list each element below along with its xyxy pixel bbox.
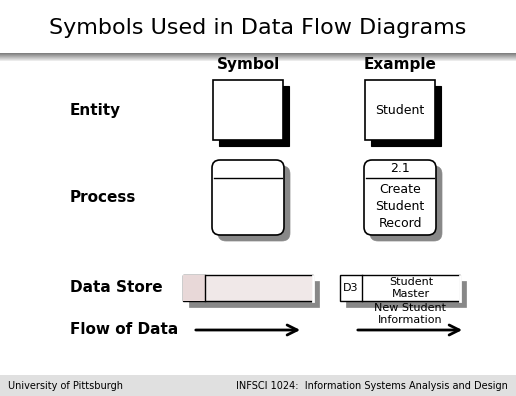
- Text: University of Pittsburgh: University of Pittsburgh: [8, 381, 123, 391]
- Bar: [0, 57, 516, 58]
- Bar: [219, 86, 289, 146]
- FancyBboxPatch shape: [218, 166, 290, 241]
- Text: Entity: Entity: [70, 103, 121, 118]
- Text: 2.1: 2.1: [390, 162, 410, 175]
- FancyBboxPatch shape: [212, 160, 284, 235]
- Text: Student
Master: Student Master: [389, 277, 433, 299]
- Bar: [340, 275, 460, 301]
- Text: Symbols Used in Data Flow Diagrams: Symbols Used in Data Flow Diagrams: [50, 18, 466, 38]
- Bar: [0, 375, 516, 396]
- Bar: [0, 59, 516, 60]
- Bar: [0, 54, 516, 55]
- Bar: [365, 80, 435, 140]
- Bar: [213, 80, 283, 140]
- Text: Flow of Data: Flow of Data: [70, 322, 178, 337]
- Bar: [0, 56, 516, 57]
- FancyBboxPatch shape: [370, 166, 442, 241]
- Text: Data Store: Data Store: [70, 280, 163, 295]
- Bar: [189, 281, 319, 307]
- Bar: [0, 53, 516, 54]
- Bar: [0, 55, 516, 56]
- Bar: [0, 58, 516, 59]
- Bar: [346, 281, 466, 307]
- Text: Create
Student
Record: Create Student Record: [375, 183, 425, 230]
- Text: Example: Example: [364, 57, 437, 72]
- Text: Student: Student: [375, 103, 425, 116]
- FancyBboxPatch shape: [364, 160, 436, 235]
- Bar: [371, 86, 441, 146]
- Text: INFSCI 1024:  Information Systems Analysis and Design: INFSCI 1024: Information Systems Analysi…: [236, 381, 508, 391]
- Bar: [0, 61, 516, 375]
- Text: D3: D3: [343, 283, 359, 293]
- Text: Process: Process: [70, 190, 136, 205]
- Bar: [0, 0, 516, 55]
- Text: Symbol: Symbol: [216, 57, 280, 72]
- Bar: [0, 60, 516, 61]
- Bar: [183, 275, 313, 301]
- Bar: [183, 275, 205, 301]
- Text: New Student
Information: New Student Information: [374, 303, 446, 325]
